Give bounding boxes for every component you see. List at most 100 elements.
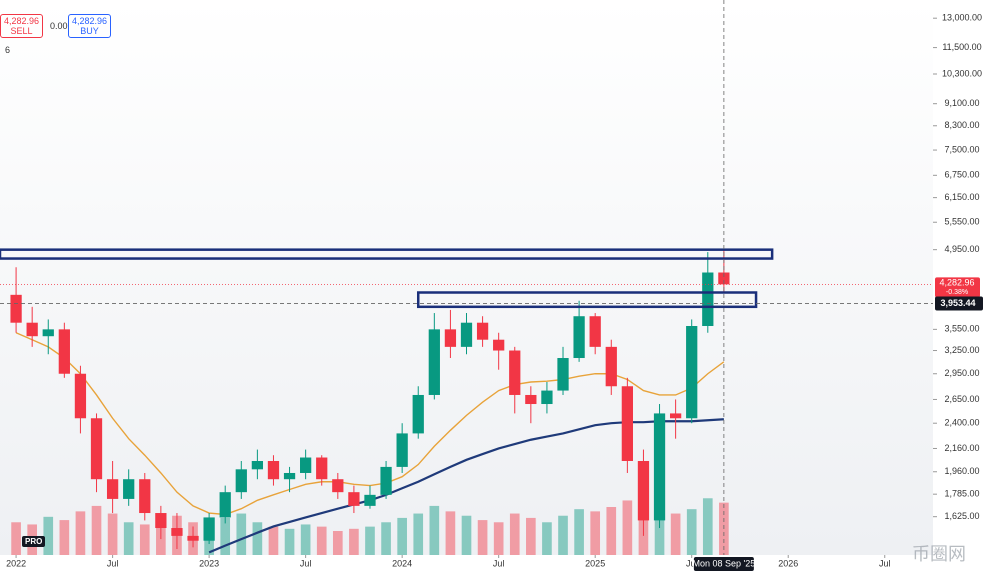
volume-bar xyxy=(75,511,86,555)
x-tick-label: 2025 xyxy=(585,558,605,568)
crosshair-date-box xyxy=(693,557,754,571)
volume-bar xyxy=(606,507,617,555)
candle-body xyxy=(653,413,666,521)
candle-body xyxy=(412,394,424,434)
volume-bar xyxy=(558,515,568,555)
volume-bar xyxy=(622,500,633,555)
candle-body xyxy=(460,322,473,347)
price-change: -0.38% xyxy=(946,289,968,296)
volume-bar xyxy=(493,522,504,555)
volume-bar xyxy=(397,517,407,555)
volume-bar xyxy=(43,516,54,555)
x-tick-label: Jul xyxy=(879,558,891,568)
zone xyxy=(0,248,774,260)
y-tick-label: 3,550.00 xyxy=(944,324,979,334)
sell-label: SELL xyxy=(10,26,33,36)
candle-body xyxy=(90,418,103,480)
candle-body xyxy=(171,528,183,536)
volume-bar xyxy=(670,513,681,555)
spread: 0.00 xyxy=(50,21,68,31)
volume-bar xyxy=(542,522,552,555)
candle-body xyxy=(364,494,376,506)
logo: PRO xyxy=(22,536,46,547)
y-tick-label: 9,100.00 xyxy=(944,98,979,108)
x-tick-label: 2022 xyxy=(6,558,26,568)
y-tick-label: 1,785.00 xyxy=(944,489,979,499)
y-tick-label: 2,160.00 xyxy=(944,443,979,453)
candle-body xyxy=(267,460,280,480)
volume-bar xyxy=(590,511,601,555)
y-tick-label: 6,150.00 xyxy=(944,192,979,202)
candle-body xyxy=(525,394,537,405)
candle-body xyxy=(396,433,408,467)
volume-bar xyxy=(686,509,697,555)
buy-price: 4,282.96 xyxy=(72,16,108,26)
candle-body xyxy=(42,329,54,337)
x-tick-label: 2024 xyxy=(392,558,412,568)
volume-bar xyxy=(526,517,536,555)
candle-body xyxy=(476,322,489,340)
candle-body xyxy=(106,479,119,499)
y-tick-label: 1,625.00 xyxy=(944,511,979,521)
y-tick-label: 7,500.00 xyxy=(944,144,979,154)
crosshair-label: 3,953.44 xyxy=(940,298,975,308)
volume-bar xyxy=(349,528,359,555)
y-tick-label: 5,550.00 xyxy=(944,217,979,227)
candle-body xyxy=(428,329,440,395)
volume-bar xyxy=(11,522,21,555)
crosshair-date: Mon 08 Sep '25 xyxy=(692,558,755,568)
candle-body xyxy=(589,316,601,347)
watermark: 币圈网 xyxy=(912,544,966,564)
volume-bar xyxy=(509,513,520,555)
volume-bar xyxy=(268,526,279,555)
volume-bar xyxy=(139,524,150,555)
interval: 6 xyxy=(5,45,11,55)
candle-body xyxy=(718,272,730,285)
candle-body xyxy=(283,472,296,480)
x-tick-label: 2026 xyxy=(778,558,798,568)
volume-bar xyxy=(365,526,375,555)
volume-bar xyxy=(252,522,263,555)
candle-body xyxy=(332,479,344,493)
candle-body xyxy=(621,386,633,461)
volume-bar xyxy=(220,517,231,555)
volume-bar xyxy=(332,531,343,555)
candle-body xyxy=(316,457,328,480)
candle-body xyxy=(155,513,167,529)
plot-background xyxy=(0,0,933,555)
volume-bar xyxy=(236,513,247,555)
candle-body xyxy=(58,329,70,374)
price-label: 4,282.96 xyxy=(939,278,974,288)
volume-bar xyxy=(107,513,118,555)
candle-body xyxy=(493,339,505,351)
sell-button[interactable]: 4,282.96 SELL xyxy=(0,14,44,38)
y-tick-label: 4,950.00 xyxy=(944,244,979,254)
sell-price: 4,282.96 xyxy=(4,16,40,26)
volume-bar xyxy=(284,528,295,555)
y-tick-label: 8,300.00 xyxy=(944,120,979,130)
buy-label: BUY xyxy=(80,26,99,36)
y-tick-label: 1,960.00 xyxy=(944,466,979,476)
candle-body xyxy=(637,460,650,521)
candle-body xyxy=(187,535,199,541)
price-label-box xyxy=(935,277,980,298)
candle-body xyxy=(219,492,231,518)
volume-bar xyxy=(300,524,311,555)
candle-body xyxy=(702,272,714,327)
x-tick-label: Jul xyxy=(686,558,698,568)
volume-bar xyxy=(413,513,424,555)
candle-body xyxy=(348,492,360,506)
candle-body xyxy=(139,479,151,514)
candle-body xyxy=(251,460,264,470)
y-tick-label: 6,750.00 xyxy=(944,170,979,180)
volume-bar xyxy=(381,522,391,555)
buy-button[interactable]: 4,282.96 BUY xyxy=(68,14,112,38)
x-tick-label: 2023 xyxy=(199,558,219,568)
candle-body xyxy=(541,390,553,405)
candle-body xyxy=(203,517,215,541)
volume-bar xyxy=(123,522,134,555)
candle-body xyxy=(26,322,38,337)
